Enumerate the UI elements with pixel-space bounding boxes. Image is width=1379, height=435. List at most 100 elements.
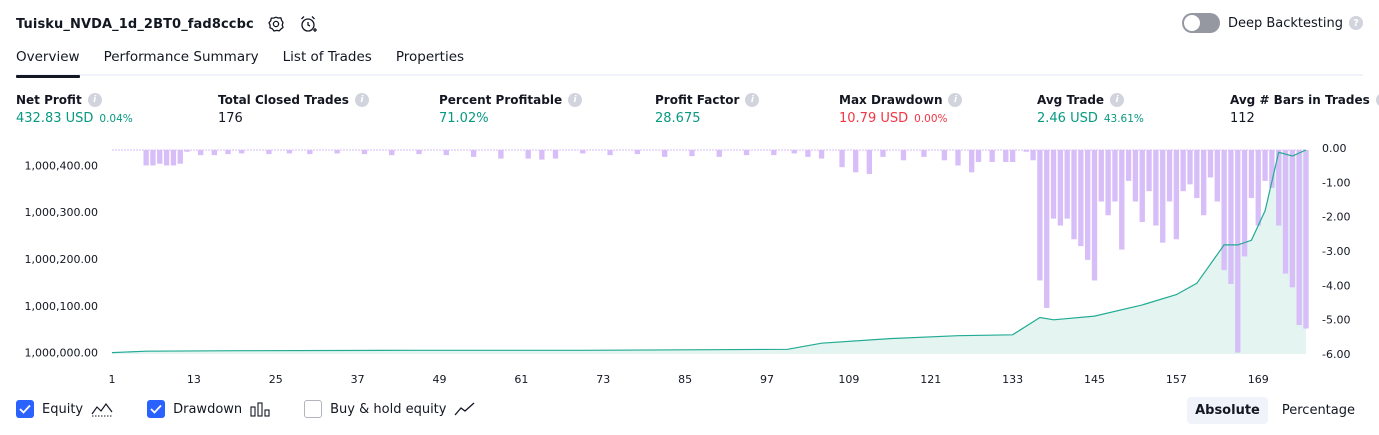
drawdown-bar xyxy=(361,150,368,155)
info-icon[interactable]: i xyxy=(87,93,102,107)
drawdown-bar xyxy=(975,150,982,163)
line-chart-icon xyxy=(454,401,476,417)
drawdown-bar xyxy=(1119,150,1125,250)
drawdown-bar xyxy=(1262,150,1268,181)
equity-checkbox[interactable] xyxy=(16,400,34,418)
drawdown-bar xyxy=(580,150,586,154)
drawdown-bar xyxy=(743,150,750,156)
deep-backtesting-toggle[interactable] xyxy=(1181,13,1220,33)
x-axis-tick: 13 xyxy=(187,373,201,386)
drawdown-bar xyxy=(150,150,156,166)
metric-net-profit: Net Profit i 432.83 USD 0.04% xyxy=(16,93,133,126)
drawdown-bar xyxy=(286,150,293,154)
x-axis-tick: 121 xyxy=(920,373,941,386)
x-axis-tick: 109 xyxy=(838,373,859,386)
drawdown-bar xyxy=(177,150,183,164)
legend-label: Equity xyxy=(42,401,84,417)
info-icon[interactable]: i xyxy=(568,93,583,107)
drawdown-bar xyxy=(771,150,777,156)
legend-buy-hold[interactable]: Buy & hold equity xyxy=(304,400,476,418)
info-icon[interactable]: i xyxy=(745,93,760,107)
legend-label: Drawdown xyxy=(173,401,243,417)
tab-performance-summary[interactable]: Performance Summary xyxy=(103,49,259,65)
drawdown-bar xyxy=(1289,150,1296,288)
drawdown-bar xyxy=(1085,150,1091,260)
drawdown-bar xyxy=(716,150,722,157)
info-icon[interactable]: i xyxy=(354,93,369,107)
drawdown-bar xyxy=(443,150,449,156)
drawdown-bar xyxy=(1023,150,1029,152)
drawdown-bar xyxy=(539,150,545,160)
drawdown-bar xyxy=(1296,150,1302,326)
drawdown-bar xyxy=(470,150,477,157)
drawdown-bar xyxy=(184,150,190,152)
x-axis-tick: 61 xyxy=(514,373,528,386)
absolute-button[interactable]: Absolute xyxy=(1187,397,1268,424)
drawdown-bar xyxy=(689,150,695,157)
metric-avg-bars-in-trades: Avg # Bars in Trades i 112 xyxy=(1230,93,1379,126)
settings-icon[interactable] xyxy=(266,14,286,34)
left-axis-tick: 1,000,100.00 xyxy=(25,300,98,313)
drawdown-bar xyxy=(170,150,177,166)
drawdown-bar xyxy=(1214,150,1220,202)
drawdown-bar xyxy=(552,150,559,159)
drawdown-bar xyxy=(1105,150,1111,216)
help-icon[interactable]: ? xyxy=(1349,16,1363,30)
legend-equity[interactable]: Equity xyxy=(16,400,113,418)
drawdown-bar xyxy=(1235,150,1241,353)
percentage-button[interactable]: Percentage xyxy=(1281,403,1355,418)
tab-overview[interactable]: Overview xyxy=(16,44,80,78)
drawdown-bar xyxy=(416,150,422,155)
tab-properties[interactable]: Properties xyxy=(395,49,465,65)
metric-label: Avg Trade xyxy=(1037,93,1105,107)
info-icon[interactable]: i xyxy=(1375,93,1379,107)
x-axis-tick: 169 xyxy=(1248,373,1269,386)
drawdown-bar xyxy=(1132,150,1139,202)
metric-value: 176 xyxy=(218,111,243,126)
drawdown-bar xyxy=(1057,150,1064,226)
drawdown-checkbox[interactable] xyxy=(147,400,166,418)
left-axis-tick: 1,000,400.00 xyxy=(25,159,98,172)
drawdown-bar xyxy=(1071,150,1077,240)
metric-total-closed-trades: Total Closed Trades i 176 xyxy=(218,93,369,126)
drawdown-bar xyxy=(1091,150,1098,281)
x-axis-tick: 25 xyxy=(269,373,283,386)
buy-hold-checkbox[interactable] xyxy=(304,400,323,418)
drawdown-bar xyxy=(1173,150,1180,240)
drawdown-bar xyxy=(1276,150,1282,226)
right-axis-tick: -2.00 xyxy=(1322,211,1350,224)
drawdown-bar xyxy=(1098,150,1104,202)
equity-area xyxy=(112,150,1306,354)
drawdown-bar xyxy=(1228,150,1234,284)
drawdown-bar xyxy=(955,150,961,166)
drawdown-bar xyxy=(1282,150,1289,274)
drawdown-bar xyxy=(1166,150,1173,202)
deep-backtesting: Deep Backtesting ? xyxy=(1181,13,1363,33)
drawdown-bar xyxy=(969,150,975,173)
drawdown-bar xyxy=(266,150,272,155)
right-axis-tick: -1.00 xyxy=(1322,176,1350,189)
metric-label: Profit Factor xyxy=(655,93,740,107)
drawdown-bar xyxy=(880,150,886,157)
info-icon[interactable]: i xyxy=(1110,93,1125,107)
strategy-title: Tuisku_NVDA_1d_2BT0_fad8ccbc xyxy=(16,16,254,32)
drawdown-bar xyxy=(900,150,907,161)
tab-list-of-trades[interactable]: List of Trades xyxy=(282,49,372,65)
x-axis-tick: 97 xyxy=(760,373,774,386)
alarm-clock-add-icon[interactable] xyxy=(298,14,318,34)
legend-drawdown[interactable]: Drawdown xyxy=(147,400,270,418)
right-axis-tick: 0.00 xyxy=(1322,142,1347,155)
drawdown-bar xyxy=(498,150,504,159)
left-axis-tick: 1,000,300.00 xyxy=(25,206,98,219)
drawdown-bar xyxy=(805,150,811,157)
toggle-knob xyxy=(1183,15,1200,31)
metric-percent-profitable: Percent Profitable i 71.02% xyxy=(439,93,583,126)
metric-value: 71.02% xyxy=(439,111,489,126)
drawdown-bar xyxy=(1003,150,1009,163)
info-icon[interactable]: i xyxy=(948,93,963,107)
metric-value: 112 xyxy=(1230,111,1255,126)
equity-drawdown-chart[interactable]: 1,000,400.00 1,000,300.00 1,000,200.00 1,00… xyxy=(0,140,1379,390)
x-axis-tick: 85 xyxy=(678,373,692,386)
drawdown-bar xyxy=(1050,150,1057,219)
drawdown-bar xyxy=(1187,150,1193,185)
